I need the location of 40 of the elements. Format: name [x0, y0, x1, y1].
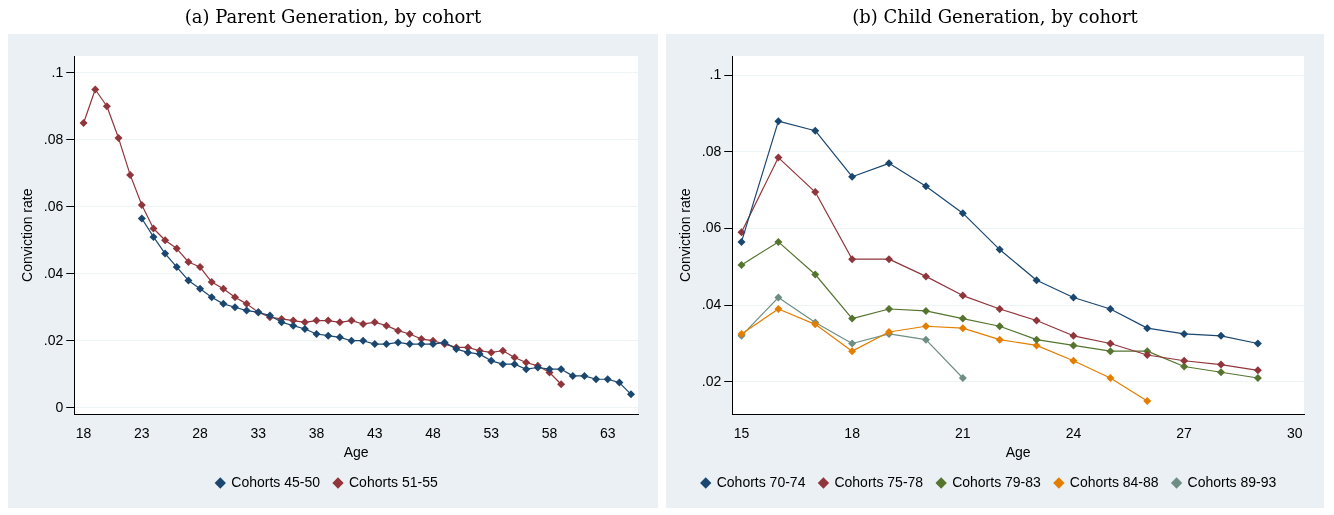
- x-tick-label: 48: [425, 424, 441, 441]
- y-axis-title: Conviction rate: [677, 188, 694, 282]
- y-tick-label: .06: [701, 219, 722, 236]
- x-tick-label: 58: [541, 424, 558, 441]
- y-tick-label: 0: [55, 398, 64, 415]
- x-tick-label: 33: [250, 424, 267, 441]
- y-tick-label: .1: [51, 63, 64, 80]
- x-tick-label: 24: [1065, 424, 1082, 441]
- y-tick-label: .06: [43, 197, 64, 214]
- x-tick-label: 21: [955, 424, 971, 441]
- y-tick-label: .08: [43, 130, 64, 147]
- x-tick-label: 53: [483, 424, 500, 441]
- x-tick-label: 18: [75, 424, 92, 441]
- x-axis-title: Age: [343, 444, 369, 461]
- x-tick-label: 15: [733, 424, 750, 441]
- legend-label: Cohorts 75-78: [834, 473, 924, 490]
- chart-title: (a) Parent Generation, by cohort: [184, 5, 482, 29]
- x-tick-label: 28: [192, 424, 209, 441]
- x-tick-label: 38: [308, 424, 325, 441]
- legend-label: Cohorts 84-88: [1069, 473, 1159, 490]
- x-tick-label: 23: [134, 424, 150, 441]
- x-axis-title: Age: [1005, 444, 1031, 461]
- legend-label: Cohorts 51-55: [349, 473, 438, 490]
- y-tick-label: .02: [701, 372, 722, 389]
- x-tick-label: 63: [599, 424, 616, 441]
- y-axis-title: Conviction rate: [19, 188, 36, 282]
- x-tick-label: 27: [1176, 424, 1193, 441]
- legend-label: Cohorts 79-83: [952, 473, 1042, 490]
- y-tick-label: .04: [43, 264, 64, 281]
- y-tick-label: .08: [701, 142, 722, 159]
- y-tick-label: .02: [43, 331, 64, 348]
- x-tick-label: 43: [366, 424, 383, 441]
- legend-label: Cohorts 45-50: [231, 473, 321, 490]
- legend-label: Cohorts 89-93: [1187, 473, 1277, 490]
- x-tick-label: 18: [844, 424, 861, 441]
- y-tick-label: .1: [709, 66, 722, 83]
- y-tick-label: .04: [701, 296, 722, 313]
- x-tick-label: 30: [1286, 424, 1303, 441]
- legend-label: Cohorts 70-74: [716, 473, 806, 490]
- chart-title: (b) Child Generation, by cohort: [852, 5, 1138, 29]
